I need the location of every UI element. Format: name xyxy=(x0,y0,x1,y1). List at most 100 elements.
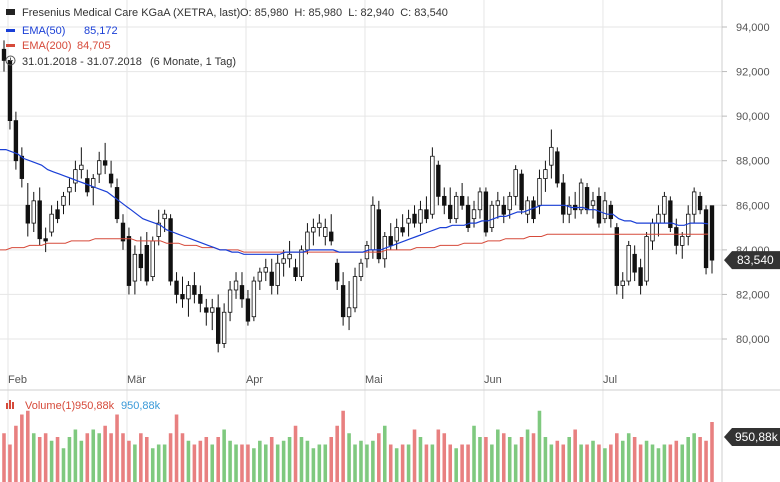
ema200-label: EMA(200) xyxy=(22,40,72,52)
volume-bar xyxy=(14,425,18,482)
volume-bar xyxy=(484,437,488,482)
volume-bar xyxy=(573,429,577,482)
ohlc-values: O: 85,980 H: 85,980 L: 82,940 C: 83,540 xyxy=(240,7,448,19)
candle-up xyxy=(453,195,459,220)
volume-bar xyxy=(204,437,209,482)
candle-up xyxy=(430,155,435,215)
volume-bar xyxy=(91,429,96,482)
volume-bar xyxy=(531,433,536,482)
candle-down xyxy=(198,294,203,304)
volume-bar xyxy=(234,444,238,482)
candle-up xyxy=(525,200,530,215)
volume-bar xyxy=(448,444,453,482)
volume-bar xyxy=(26,410,30,482)
y-axis-ticks: 80,00082,00084,00086,00088,00090,00092,0… xyxy=(722,22,770,346)
candle-up xyxy=(680,236,685,246)
volume-bar xyxy=(585,444,589,482)
instrument-name: Fresenius Medical Care KGaA (XETRA, last… xyxy=(22,7,240,19)
volume-bar xyxy=(49,440,54,482)
volume-bar xyxy=(704,440,708,482)
candle-down xyxy=(19,155,25,179)
volume-bar xyxy=(311,448,316,482)
volume-bar xyxy=(347,433,351,482)
candle-down xyxy=(596,195,602,224)
volume-bar xyxy=(406,444,411,482)
volume-bar xyxy=(162,444,167,482)
candle-down xyxy=(120,222,126,242)
candle-up xyxy=(31,200,36,224)
volume-bar xyxy=(382,425,387,482)
volume-bar xyxy=(192,444,197,482)
volume-bar xyxy=(258,440,262,482)
volume-bar xyxy=(478,437,482,482)
volume-bar xyxy=(543,437,548,482)
volume-bar xyxy=(246,444,250,482)
volume-bar xyxy=(555,440,560,482)
candle-up xyxy=(590,200,596,206)
volume-bar xyxy=(359,440,363,482)
candle-up xyxy=(477,191,483,211)
volume-bar xyxy=(8,444,12,482)
candle-up xyxy=(656,213,661,224)
candle-up xyxy=(162,213,167,220)
candle-up xyxy=(79,164,84,171)
volume-bar xyxy=(710,422,714,482)
candle-down xyxy=(25,204,30,224)
volume-bar xyxy=(597,444,601,482)
candle-up xyxy=(150,240,155,277)
candle-up xyxy=(251,280,257,318)
volume-bar xyxy=(305,440,310,482)
volume-bar xyxy=(466,444,470,482)
candle-up xyxy=(578,182,584,211)
volume-bar xyxy=(632,437,637,482)
volume-bar xyxy=(341,410,345,482)
candle-down xyxy=(55,209,60,220)
candle-down xyxy=(465,204,471,228)
volume-bar xyxy=(133,444,137,482)
volume-bar xyxy=(61,448,66,482)
volume-bar xyxy=(388,444,393,482)
candle-up xyxy=(352,276,358,309)
candle-down xyxy=(245,298,251,322)
volume-bar xyxy=(323,444,328,482)
volume-bar xyxy=(418,437,423,482)
volume-bar xyxy=(609,444,613,482)
y-tick-label: 92,000 xyxy=(736,67,770,79)
candle-up xyxy=(311,227,316,233)
candle-up xyxy=(257,271,263,282)
candle-up xyxy=(97,160,102,175)
y-tick-label: 88,000 xyxy=(736,156,770,168)
y-tick-label: 94,000 xyxy=(736,22,770,34)
instrument-swatch xyxy=(6,9,15,15)
candle-down xyxy=(632,253,637,273)
candle-down xyxy=(334,262,340,282)
last-price-badge: 83,540 xyxy=(724,251,780,270)
candle-down xyxy=(442,195,447,206)
chart-legend: Fresenius Medical Care KGaA (XETRA, last… xyxy=(5,7,448,68)
period-label: (6 Monate, 1 Tag) xyxy=(150,56,236,68)
candle-down xyxy=(674,227,679,246)
candle-down xyxy=(703,209,709,269)
candle-up xyxy=(156,222,161,237)
volume-bar xyxy=(567,437,571,482)
clock-icon xyxy=(5,55,16,66)
candle-down xyxy=(531,200,536,220)
candle-down xyxy=(668,200,673,228)
volume-bar xyxy=(31,433,36,482)
candle-down xyxy=(501,204,506,215)
candle-down xyxy=(293,267,298,277)
x-tick-label: Feb xyxy=(8,374,27,386)
candle-down xyxy=(412,213,417,224)
candle-up xyxy=(132,253,138,282)
ema200-swatch xyxy=(6,44,15,47)
volume-bar xyxy=(591,440,595,482)
candle-down xyxy=(459,195,465,206)
candle-up xyxy=(620,280,625,286)
candle-down xyxy=(340,285,346,318)
volume-bar xyxy=(537,410,542,482)
volume-bar xyxy=(97,433,101,482)
volume-bar xyxy=(680,444,685,482)
volume-bar xyxy=(686,437,690,482)
candle-up xyxy=(513,169,518,197)
volume-bar xyxy=(180,433,185,482)
